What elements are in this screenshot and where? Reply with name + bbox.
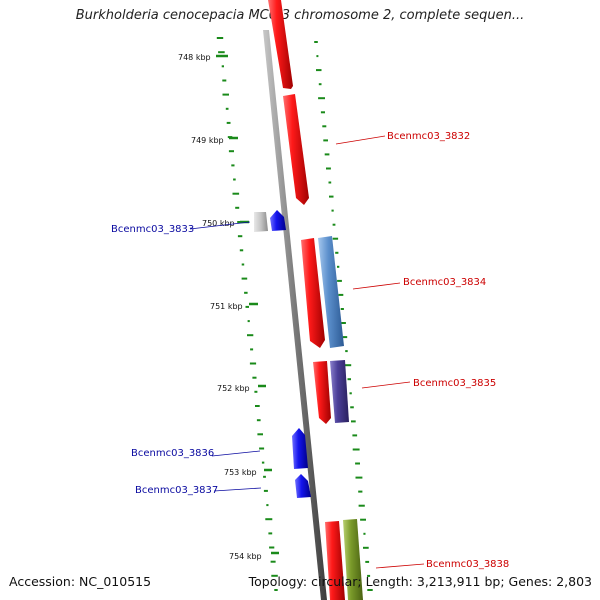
- scale-track: 748 kbp 749 kbp 750 kbp 751 kbp 752 kbp …: [178, 53, 279, 561]
- cds-feature[interactable]: [318, 236, 344, 348]
- cds-feature[interactable]: [325, 521, 345, 600]
- cds-feature[interactable]: [270, 210, 286, 231]
- gene-label[interactable]: Bcenmc03_3834: [403, 277, 486, 288]
- tick-label: 749 kbp: [191, 136, 224, 145]
- tick-label: 750 kbp: [202, 219, 235, 228]
- gene-label[interactable]: Bcenmc03_3833: [111, 224, 194, 235]
- cds-feature[interactable]: [301, 238, 325, 348]
- map-title: Burkholderia cenocepacia MC0-3 chromosom…: [75, 8, 525, 23]
- gene-label[interactable]: Bcenmc03_3835: [413, 378, 496, 389]
- leader-line: [352, 282, 401, 290]
- gc-skew-right-track: [314, 41, 373, 591]
- cds-feature[interactable]: [292, 428, 308, 469]
- tick-label: 748 kbp: [178, 53, 211, 62]
- tick-label: 754 kbp: [229, 552, 262, 561]
- backbone: [263, 30, 327, 600]
- gene-label[interactable]: Bcenmc03_3838: [426, 559, 509, 570]
- leader-line: [335, 135, 386, 145]
- leader-line: [213, 487, 262, 492]
- genome-summary-text: Topology: circular; Length: 3,213,911 bp…: [248, 574, 592, 589]
- cds-feature[interactable]: [295, 474, 311, 498]
- leader-line: [361, 381, 411, 389]
- cds-feature[interactable]: [283, 94, 309, 205]
- cds-feature[interactable]: [268, 0, 293, 89]
- cds-feature[interactable]: [313, 361, 331, 424]
- gene-label[interactable]: Bcenmc03_3832: [387, 131, 470, 142]
- cds-feature[interactable]: [254, 212, 268, 232]
- tick-label: 753 kbp: [224, 468, 257, 477]
- tick-label: 752 kbp: [217, 384, 250, 393]
- leader-line: [189, 221, 251, 230]
- leader-line: [375, 563, 425, 569]
- leader-line: [211, 450, 261, 457]
- tick-label: 751 kbp: [210, 302, 243, 311]
- gc-skew-left-track: [216, 37, 278, 591]
- gene-label[interactable]: Bcenmc03_3836: [131, 448, 214, 459]
- features: [254, 0, 363, 600]
- gene-labels: Bcenmc03_3832 Bcenmc03_3833 Bcenmc03_383…: [111, 131, 509, 570]
- cds-feature[interactable]: [330, 360, 349, 423]
- gene-label[interactable]: Bcenmc03_3837: [135, 485, 218, 496]
- accession-text: Accession: NC_010515: [9, 574, 152, 589]
- cds-feature[interactable]: [343, 519, 363, 600]
